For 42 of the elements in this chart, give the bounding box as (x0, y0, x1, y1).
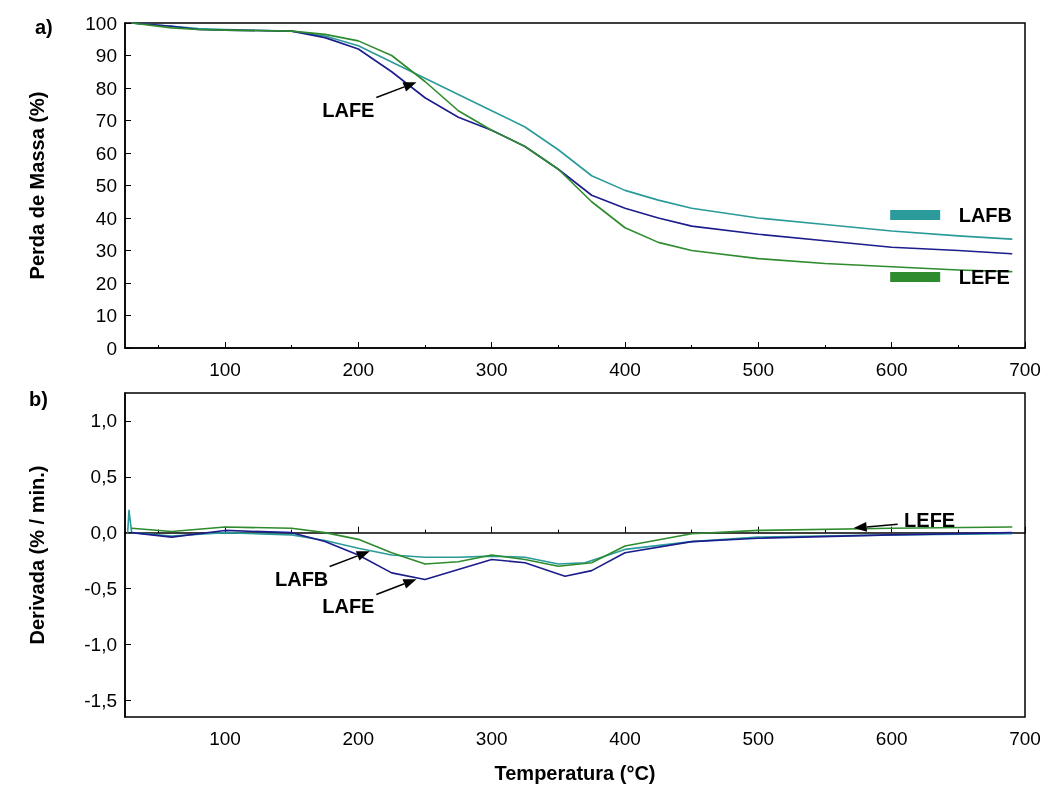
y-axis-title: Derivada (% / min.) (26, 465, 48, 645)
x-tick-label: 300 (475, 728, 508, 749)
y-axis-title: Perda de Massa (%) (26, 91, 48, 280)
annotation: LAFE (322, 98, 375, 121)
y-tick-label: 80 (95, 77, 117, 99)
x-tick-label: 100 (209, 359, 241, 380)
y-tick-label: 100 (85, 12, 117, 34)
x-tick-label: 500 (742, 728, 775, 749)
x-tick-label: 700 (1009, 728, 1041, 749)
annotation: LAFE (322, 594, 375, 618)
x-tick-label: 500 (742, 359, 775, 380)
y-tick-label: 30 (95, 240, 117, 261)
y-tick-label: 40 (95, 207, 117, 229)
x-tick-label: 600 (875, 359, 908, 380)
y-tick-label: 90 (95, 45, 117, 66)
y-tick-label: 50 (95, 175, 117, 196)
annotation: LAFB (274, 567, 329, 591)
x-tick-label: 400 (609, 728, 641, 749)
y-tick-label: 60 (95, 142, 117, 164)
x-tick-label: 100 (209, 728, 241, 749)
y-tick-label: 0,5 (90, 466, 117, 488)
y-tick-label: 10 (95, 305, 117, 326)
x-tick-label: 600 (875, 728, 908, 749)
y-tick-label: 70 (95, 110, 117, 131)
y-tick-label: 0,0 (90, 522, 117, 544)
x-tick-label: 200 (342, 728, 375, 749)
chart-title: b) (29, 388, 48, 410)
y-tick-label: -1,5 (84, 689, 117, 711)
annotation: LEFE (904, 508, 956, 532)
legend-label: LEFE (958, 266, 1010, 288)
x-axis-title: Temperatura (°C) (494, 762, 656, 784)
legend-label: LAFB (958, 204, 1013, 226)
y-tick-label: -0,5 (84, 578, 117, 600)
x-tick-label: 300 (475, 359, 508, 380)
y-tick-label: -1,0 (84, 633, 117, 655)
y-tick-label: 1,0 (90, 410, 117, 432)
x-tick-label: 700 (1009, 359, 1041, 380)
chart-title: a) (35, 16, 53, 38)
x-tick-label: 200 (342, 359, 375, 380)
y-tick-label: 20 (95, 272, 117, 294)
x-tick-label: 400 (609, 359, 641, 380)
y-tick-label: 0 (106, 337, 117, 359)
